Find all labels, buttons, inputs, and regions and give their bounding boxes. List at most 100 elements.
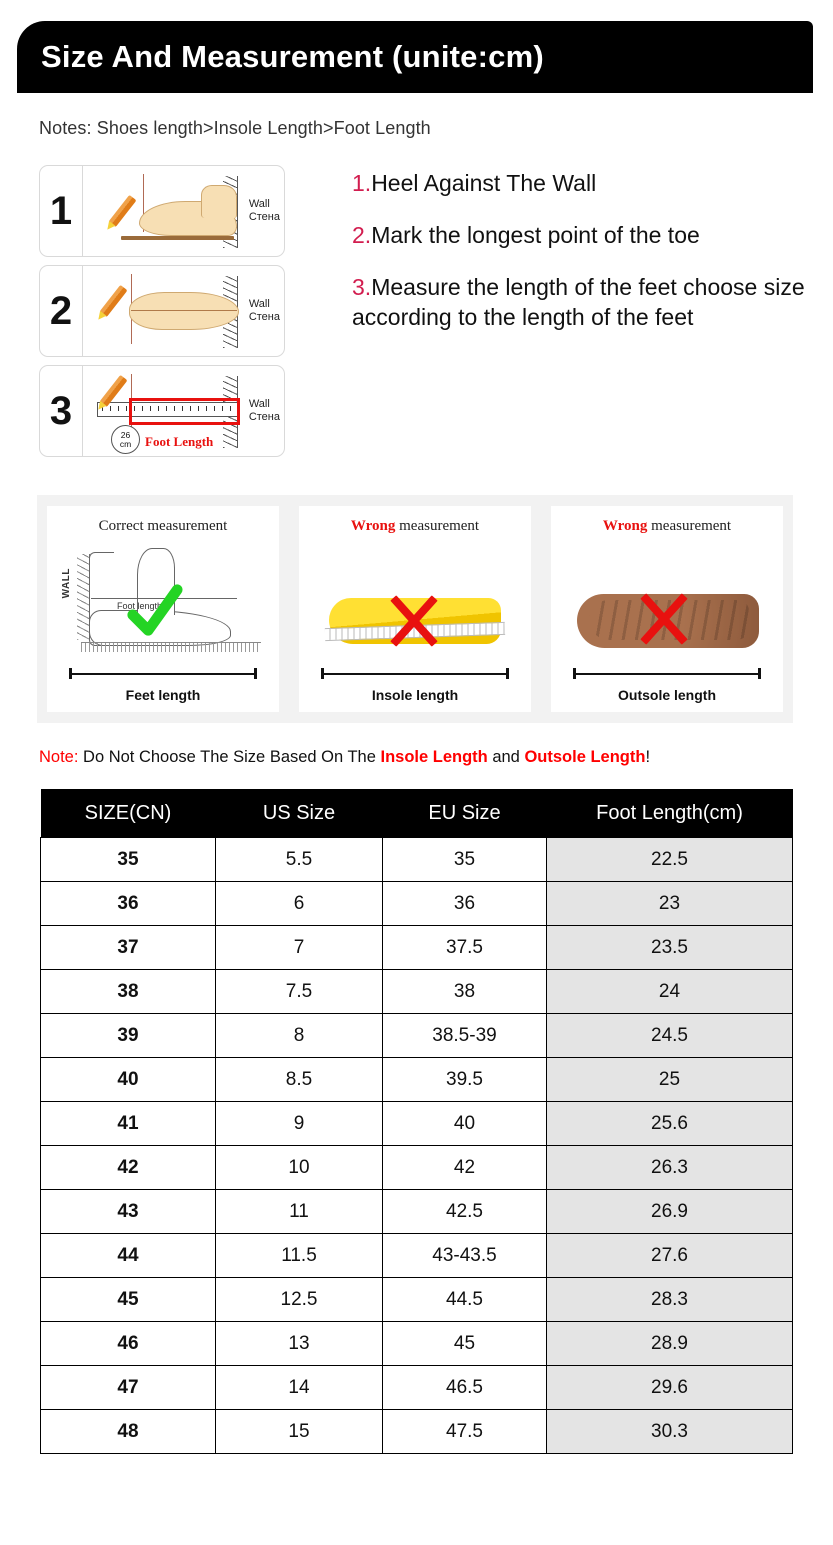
col-header-foot-length: Foot Length(cm) xyxy=(546,789,793,838)
cell-us-size: 10 xyxy=(215,1145,383,1190)
cell-eu-size: 47.5 xyxy=(382,1409,547,1454)
panel-bottom-label: Insole length xyxy=(371,687,459,703)
note-prefix: Note: xyxy=(39,748,79,766)
green-check-icon xyxy=(127,584,183,636)
step-box-1: 1 Wall Стена xyxy=(39,165,285,257)
wall-label: Wall Стена xyxy=(249,398,280,424)
step-figure-side-view: Wall Стена xyxy=(83,166,284,256)
cm-value: 26 xyxy=(120,429,131,440)
caption-rest: Correct measurement xyxy=(98,518,228,534)
cell-size-cn: 44 xyxy=(40,1233,216,1278)
wall-vertical-label: WALL xyxy=(61,568,72,599)
cell-us-size: 15 xyxy=(215,1409,383,1454)
cell-us-size: 7 xyxy=(215,925,383,970)
table-row: 48 15 47.5 30.3 xyxy=(40,1409,793,1454)
foot-length-highlight xyxy=(129,398,240,425)
page-title: Size And Measurement (unite:cm) xyxy=(41,39,544,74)
cm-unit: cm xyxy=(119,438,132,449)
caption-rest: measurement xyxy=(647,518,732,534)
cell-size-cn: 37 xyxy=(40,925,216,970)
size-table: SIZE(CN) US Size EU Size Foot Length(cm)… xyxy=(40,789,793,1454)
note-bang: ! xyxy=(645,748,651,766)
cell-size-cn: 46 xyxy=(40,1321,216,1366)
floor-hatch-icon xyxy=(81,642,261,652)
cell-foot-length: 30.3 xyxy=(546,1409,793,1454)
step-number: 3 xyxy=(40,366,83,456)
cell-us-size: 8.5 xyxy=(215,1057,383,1102)
table-row: 46 13 45 28.9 xyxy=(40,1321,793,1366)
instruction-item-3: 3.Measure the length of the feet choose … xyxy=(352,272,812,332)
col-header-us-size: US Size xyxy=(215,789,383,838)
note-outsole: Outsole Length xyxy=(524,748,646,766)
table-row: 39 8 38.5-39 24.5 xyxy=(40,1013,793,1058)
step-diagrams: 1 Wall Стена 2 xyxy=(39,165,285,465)
cell-us-size: 12.5 xyxy=(215,1277,383,1322)
cell-us-size: 8 xyxy=(215,1013,383,1058)
notes-line: Notes: Shoes length>Insole Length>Foot L… xyxy=(39,118,431,138)
pencil-icon xyxy=(99,284,128,318)
table-row: 35 5.5 35 22.5 xyxy=(40,837,793,882)
cell-us-size: 5.5 xyxy=(215,837,383,882)
cell-eu-size: 40 xyxy=(382,1101,547,1146)
instruction-text: Measure the length of the feet choose si… xyxy=(352,274,805,330)
table-row: 40 8.5 39.5 25 xyxy=(40,1057,793,1102)
cell-eu-size: 36 xyxy=(382,881,547,926)
table-row: 47 14 46.5 29.6 xyxy=(40,1365,793,1410)
foot-length-arrow xyxy=(91,598,237,600)
cell-foot-length: 27.6 xyxy=(546,1233,793,1278)
panel-wrong-outsole: Wrong measurement Outsole length xyxy=(551,506,783,712)
cell-foot-length: 24 xyxy=(546,969,793,1014)
red-cross-icon xyxy=(633,588,695,650)
ankle-icon xyxy=(201,185,237,218)
instruction-number: 1. xyxy=(352,170,372,196)
cell-size-cn: 39 xyxy=(40,1013,216,1058)
cell-foot-length: 29.6 xyxy=(546,1365,793,1410)
panel-bottom-label: Feet length xyxy=(125,687,201,703)
foot-length-label: Foot Length xyxy=(145,434,214,449)
cell-eu-size: 46.5 xyxy=(382,1365,547,1410)
cell-size-cn: 35 xyxy=(40,837,216,882)
measure-bar xyxy=(69,668,257,679)
caption-warn: Wrong xyxy=(350,518,396,534)
cell-eu-size: 43-43.5 xyxy=(382,1233,547,1278)
instruction-text: Mark the longest point of the toe xyxy=(371,222,700,248)
cell-foot-length: 26.9 xyxy=(546,1189,793,1234)
wall-label-en: Wall xyxy=(248,198,270,210)
cell-size-cn: 36 xyxy=(40,881,216,926)
ruler-ticks xyxy=(102,406,233,411)
cell-foot-length: 23 xyxy=(546,881,793,926)
cell-foot-length: 25 xyxy=(546,1057,793,1102)
panel-bottom-label: Outsole length xyxy=(618,687,716,703)
cell-eu-size: 37.5 xyxy=(382,925,547,970)
instruction-list: 1.Heel Against The Wall 2.Mark the longe… xyxy=(352,168,812,354)
cell-foot-length: 23.5 xyxy=(546,925,793,970)
step-number: 2 xyxy=(40,266,83,356)
instruction-item-2: 2.Mark the longest point of the toe xyxy=(352,220,812,250)
wall-label-en: Wall xyxy=(248,398,270,410)
vertical-guide-line xyxy=(143,174,145,232)
cell-eu-size: 39.5 xyxy=(382,1057,547,1102)
cell-eu-size: 35 xyxy=(382,837,547,882)
cell-size-cn: 41 xyxy=(40,1101,216,1146)
col-header-size-cn: SIZE(CN) xyxy=(40,789,216,838)
cell-foot-length: 26.3 xyxy=(546,1145,793,1190)
cell-size-cn: 38 xyxy=(40,969,216,1014)
cell-us-size: 6 xyxy=(215,881,383,926)
table-row: 45 12.5 44.5 28.3 xyxy=(40,1277,793,1322)
wall-label: Wall Стена xyxy=(249,298,280,324)
table-row: 37 7 37.5 23.5 xyxy=(40,925,793,970)
panel-wrong-insole: Wrong measurement Insole length xyxy=(299,506,531,712)
wall-label: Wall Стена xyxy=(249,198,280,224)
col-header-eu-size: EU Size xyxy=(382,789,547,838)
cell-us-size: 13 xyxy=(215,1321,383,1366)
step-box-3: 3 26 cm Foot Length Wall Стена xyxy=(39,365,285,457)
cell-foot-length: 28.3 xyxy=(546,1277,793,1322)
cm-callout: 26 cm xyxy=(111,425,140,454)
instruction-number: 3. xyxy=(352,274,372,300)
cell-size-cn: 43 xyxy=(40,1189,216,1234)
measure-bar xyxy=(321,668,509,679)
pencil-icon xyxy=(108,194,137,228)
step-number: 1 xyxy=(40,166,83,256)
cell-us-size: 9 xyxy=(215,1101,383,1146)
note-and: and xyxy=(487,748,525,766)
